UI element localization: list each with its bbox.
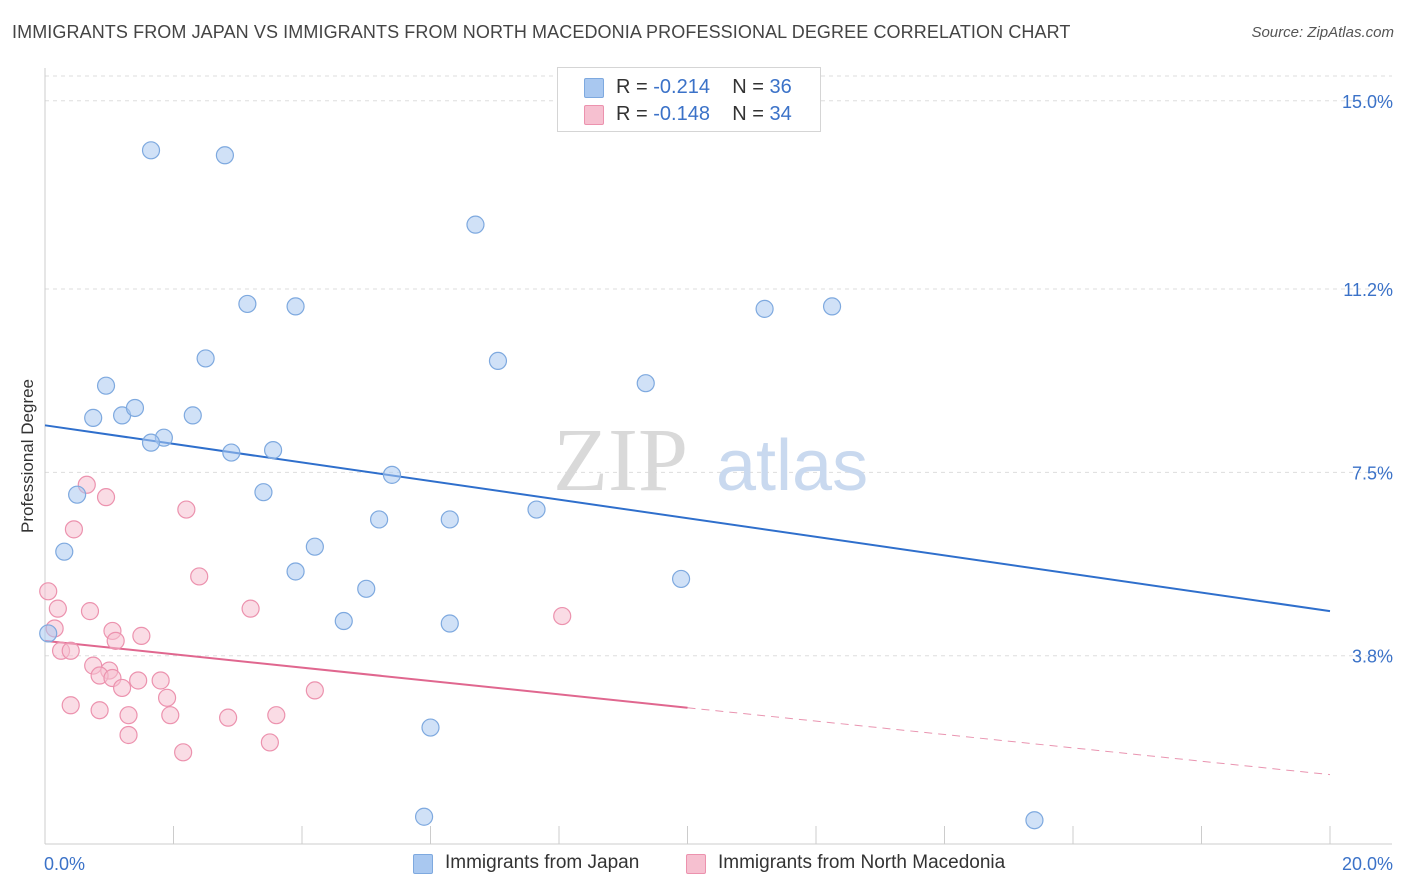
tick-labels: 3.8% 7.5% 11.2% 15.0% 0.0% 20.0% xyxy=(44,92,1393,874)
data-point-japan xyxy=(527,500,546,519)
data-point-japan xyxy=(68,485,87,504)
grid-lines xyxy=(45,75,1392,657)
legend-swatch-japan xyxy=(584,78,604,98)
data-point-japan xyxy=(755,299,774,318)
trend-line-macedonia xyxy=(44,639,688,709)
chart-source: Source: ZipAtlas.com xyxy=(1251,24,1394,41)
data-point-macedonia xyxy=(96,488,116,507)
data-point-macedonia xyxy=(553,606,572,626)
legend-r-label: R = xyxy=(616,103,654,125)
data-point-macedonia xyxy=(132,626,151,645)
data-point-japan xyxy=(822,297,842,316)
data-point-japan xyxy=(196,349,215,368)
data-point-japan xyxy=(125,398,145,418)
data-point-macedonia xyxy=(267,706,286,725)
data-point-japan xyxy=(141,433,161,452)
watermark-atlas: atlas xyxy=(716,426,868,506)
trend-line-japan xyxy=(44,424,1331,613)
y-tick-label: 11.2% xyxy=(1343,280,1393,300)
data-point-macedonia xyxy=(80,602,100,621)
legend-stats-macedonia: R = -0.148 N = 34 xyxy=(616,103,792,126)
data-point-japan xyxy=(382,465,402,484)
data-point-japan xyxy=(671,569,691,589)
legend: R = -0.214 N = 36 R = -0.148 N = 34 xyxy=(557,67,821,132)
data-point-macedonia xyxy=(219,708,238,727)
data-point-japan xyxy=(440,614,459,633)
data-point-japan xyxy=(421,718,440,737)
data-point-macedonia xyxy=(64,520,84,539)
data-point-japan xyxy=(96,376,116,395)
watermark: ZIP atlas xyxy=(553,411,868,510)
data-point-macedonia xyxy=(61,641,80,660)
legend-swatch-macedonia xyxy=(584,105,604,125)
bottom-legend-swatch-macedonia xyxy=(686,854,706,874)
data-point-macedonia xyxy=(119,706,138,725)
y-tick-label: 15.0% xyxy=(1342,92,1393,112)
data-point-japan xyxy=(466,215,485,234)
legend-r-value: -0.214 xyxy=(653,76,710,98)
data-point-japan xyxy=(334,611,353,631)
data-point-macedonia xyxy=(177,500,196,519)
data-point-macedonia xyxy=(61,696,80,715)
bottom-legend-label-macedonia: Immigrants from North Macedonia xyxy=(718,852,1006,873)
legend-n-label: N = xyxy=(732,76,770,98)
data-point-japan xyxy=(183,406,202,425)
data-point-japan xyxy=(357,579,376,598)
data-point-macedonia xyxy=(305,681,324,700)
data-point-macedonia xyxy=(241,599,260,618)
axes xyxy=(44,68,1392,845)
data-point-japan xyxy=(39,624,58,643)
data-point-macedonia xyxy=(190,567,209,586)
bottom-legend-swatch-japan xyxy=(413,854,433,874)
data-point-macedonia xyxy=(174,743,193,762)
legend-n-label: N = xyxy=(732,103,770,125)
y-tick-label: 3.8% xyxy=(1352,647,1393,667)
data-point-japan xyxy=(222,443,241,462)
data-point-macedonia xyxy=(48,599,67,618)
bottom-legend-label-japan: Immigrants from Japan xyxy=(445,852,640,873)
data-point-japan xyxy=(370,510,389,529)
data-point-japan xyxy=(414,807,434,826)
x-tick-label-max: 20.0% xyxy=(1342,854,1393,874)
data-point-macedonia xyxy=(260,733,279,752)
legend-stats-japan: R = -0.214 N = 36 xyxy=(616,76,792,99)
legend-r-label: R = xyxy=(616,76,654,98)
trend-line-macedonia-extrapolated xyxy=(687,707,1331,776)
data-point-macedonia xyxy=(90,701,109,720)
data-point-japan xyxy=(238,294,257,314)
data-point-japan xyxy=(84,408,103,427)
data-point-macedonia xyxy=(112,678,132,698)
data-point-japan xyxy=(488,351,508,371)
data-point-japan xyxy=(55,542,74,561)
data-points xyxy=(39,141,1044,830)
data-point-japan xyxy=(263,440,283,460)
data-point-japan xyxy=(1025,811,1044,830)
legend-r-value: -0.148 xyxy=(653,103,710,125)
y-axis-label: Professional Degree xyxy=(18,378,37,534)
data-point-macedonia xyxy=(157,688,177,707)
data-point-japan xyxy=(254,483,273,502)
data-point-macedonia xyxy=(129,671,148,690)
data-point-japan xyxy=(636,374,655,393)
data-point-japan xyxy=(141,141,161,160)
y-tick-label: 7.5% xyxy=(1352,463,1393,483)
legend-n-value: 36 xyxy=(769,76,792,98)
trend-lines xyxy=(44,424,1331,776)
data-point-macedonia xyxy=(119,725,138,745)
data-point-japan xyxy=(440,510,459,529)
data-point-japan xyxy=(305,537,324,556)
chart-title: IMMIGRANTS FROM JAPAN VS IMMIGRANTS FROM… xyxy=(12,22,1071,42)
data-point-macedonia xyxy=(106,631,125,650)
data-point-japan xyxy=(215,146,234,165)
data-point-japan xyxy=(286,562,305,581)
data-point-japan xyxy=(286,297,305,316)
legend-n-value: 34 xyxy=(769,103,792,125)
data-point-macedonia xyxy=(151,671,170,690)
data-point-macedonia xyxy=(39,582,58,601)
x-tick-label-min: 0.0% xyxy=(44,854,85,874)
data-point-macedonia xyxy=(161,706,180,725)
watermark-zip: ZIP xyxy=(553,411,688,510)
